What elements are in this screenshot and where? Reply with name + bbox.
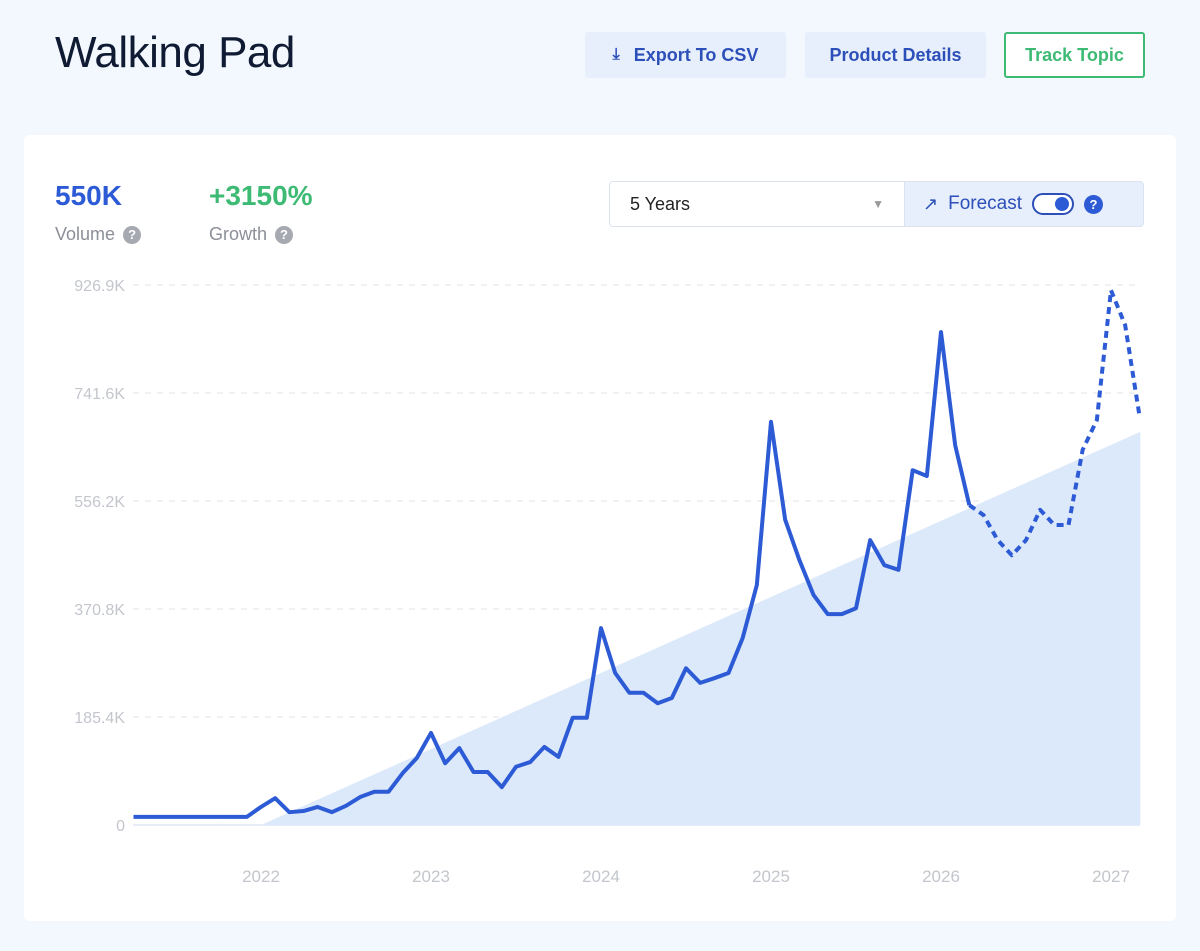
y-tick-label: 0 bbox=[116, 818, 125, 835]
forecast-toggle[interactable] bbox=[1032, 193, 1075, 215]
y-tick-label: 741.6K bbox=[74, 386, 125, 403]
forecast-label: Forecast bbox=[948, 193, 1023, 214]
growth-value: +3150% bbox=[209, 180, 313, 211]
help-icon[interactable]: ? bbox=[275, 225, 294, 244]
y-tick-label: 926.9K bbox=[74, 278, 125, 295]
x-tick-label: 2025 bbox=[752, 867, 790, 886]
trending-up-icon: ↗ bbox=[923, 193, 939, 214]
trend-area bbox=[261, 431, 1141, 825]
time-range-select[interactable]: 5 Years ▼ bbox=[609, 181, 904, 227]
x-tick-label: 2023 bbox=[412, 867, 450, 886]
download-icon: ⤓ bbox=[612, 46, 620, 63]
forecast-control: ↗ Forecast ? bbox=[904, 181, 1144, 227]
volume-label-row: Volume? bbox=[55, 224, 142, 245]
export-label: Export To CSV bbox=[633, 44, 759, 65]
help-icon[interactable]: ? bbox=[1084, 194, 1104, 214]
x-tick-label: 2026 bbox=[922, 867, 960, 886]
page-title: Walking Pad bbox=[55, 28, 295, 77]
x-tick-label: 2027 bbox=[1092, 867, 1130, 886]
y-tick-label: 556.2K bbox=[74, 494, 125, 511]
volume-value: 550K bbox=[55, 180, 122, 211]
y-tick-label: 185.4K bbox=[74, 710, 125, 727]
time-range-value: 5 Years bbox=[630, 193, 691, 214]
volume-label: Volume bbox=[55, 224, 116, 244]
growth-label: Growth bbox=[209, 224, 268, 244]
track-topic-button[interactable]: Track Topic bbox=[1004, 32, 1145, 78]
x-tick-label: 2022 bbox=[242, 867, 280, 886]
growth-label-row: Growth? bbox=[209, 224, 294, 245]
help-icon[interactable]: ? bbox=[123, 225, 142, 244]
export-csv-button[interactable]: ⤓ Export To CSV bbox=[585, 32, 786, 78]
caret-down-icon: ▼ bbox=[872, 197, 884, 211]
product-details-button[interactable]: Product Details bbox=[805, 32, 986, 78]
y-tick-label: 370.8K bbox=[74, 602, 125, 619]
volume-line bbox=[133, 330, 972, 819]
x-tick-label: 2024 bbox=[582, 867, 620, 886]
